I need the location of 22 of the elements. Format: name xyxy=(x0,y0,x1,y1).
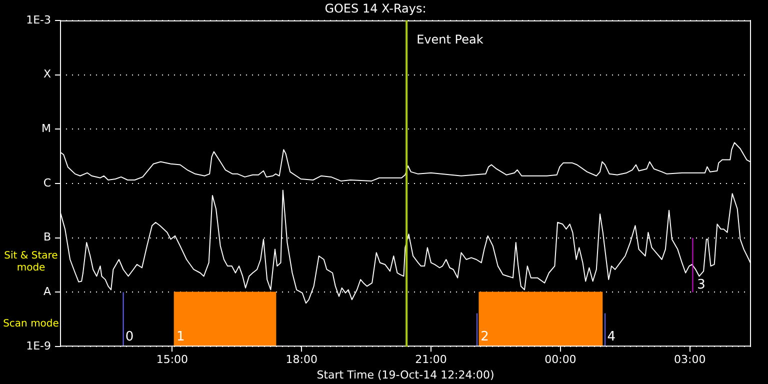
x-tick-label: 18:00 xyxy=(286,353,318,366)
y-tick-label: M xyxy=(42,122,51,135)
text: Sit & Stare mode xyxy=(4,250,58,274)
y-tick-label: 1E-9 xyxy=(26,339,51,352)
text: Scan mode xyxy=(3,318,59,330)
ref-line-label: Event Peak xyxy=(416,32,484,47)
annotation: 2 xyxy=(480,329,489,344)
x-axis-title: Start Time (19-Oct-14 12:24:00) xyxy=(316,368,494,382)
annotation: 4 xyxy=(607,329,616,344)
annotation: 1 xyxy=(176,329,185,344)
x-tick-label: 15:00 xyxy=(156,353,188,366)
y-tick-label: C xyxy=(43,176,52,190)
x-tick-label: 21:00 xyxy=(415,353,447,366)
y-tick-label: A xyxy=(43,285,52,298)
y-tick-label: B xyxy=(43,230,51,244)
x-tick-label: 00:00 xyxy=(544,353,576,366)
annotation: 3 xyxy=(697,278,706,293)
y-tick-label: 1E-3 xyxy=(26,13,51,26)
annotation: 0 xyxy=(125,329,134,344)
x-tick-label: 03:00 xyxy=(674,353,706,366)
chart-title: GOES 14 X-Rays: xyxy=(324,1,426,16)
y-tick-label: X xyxy=(43,68,52,81)
